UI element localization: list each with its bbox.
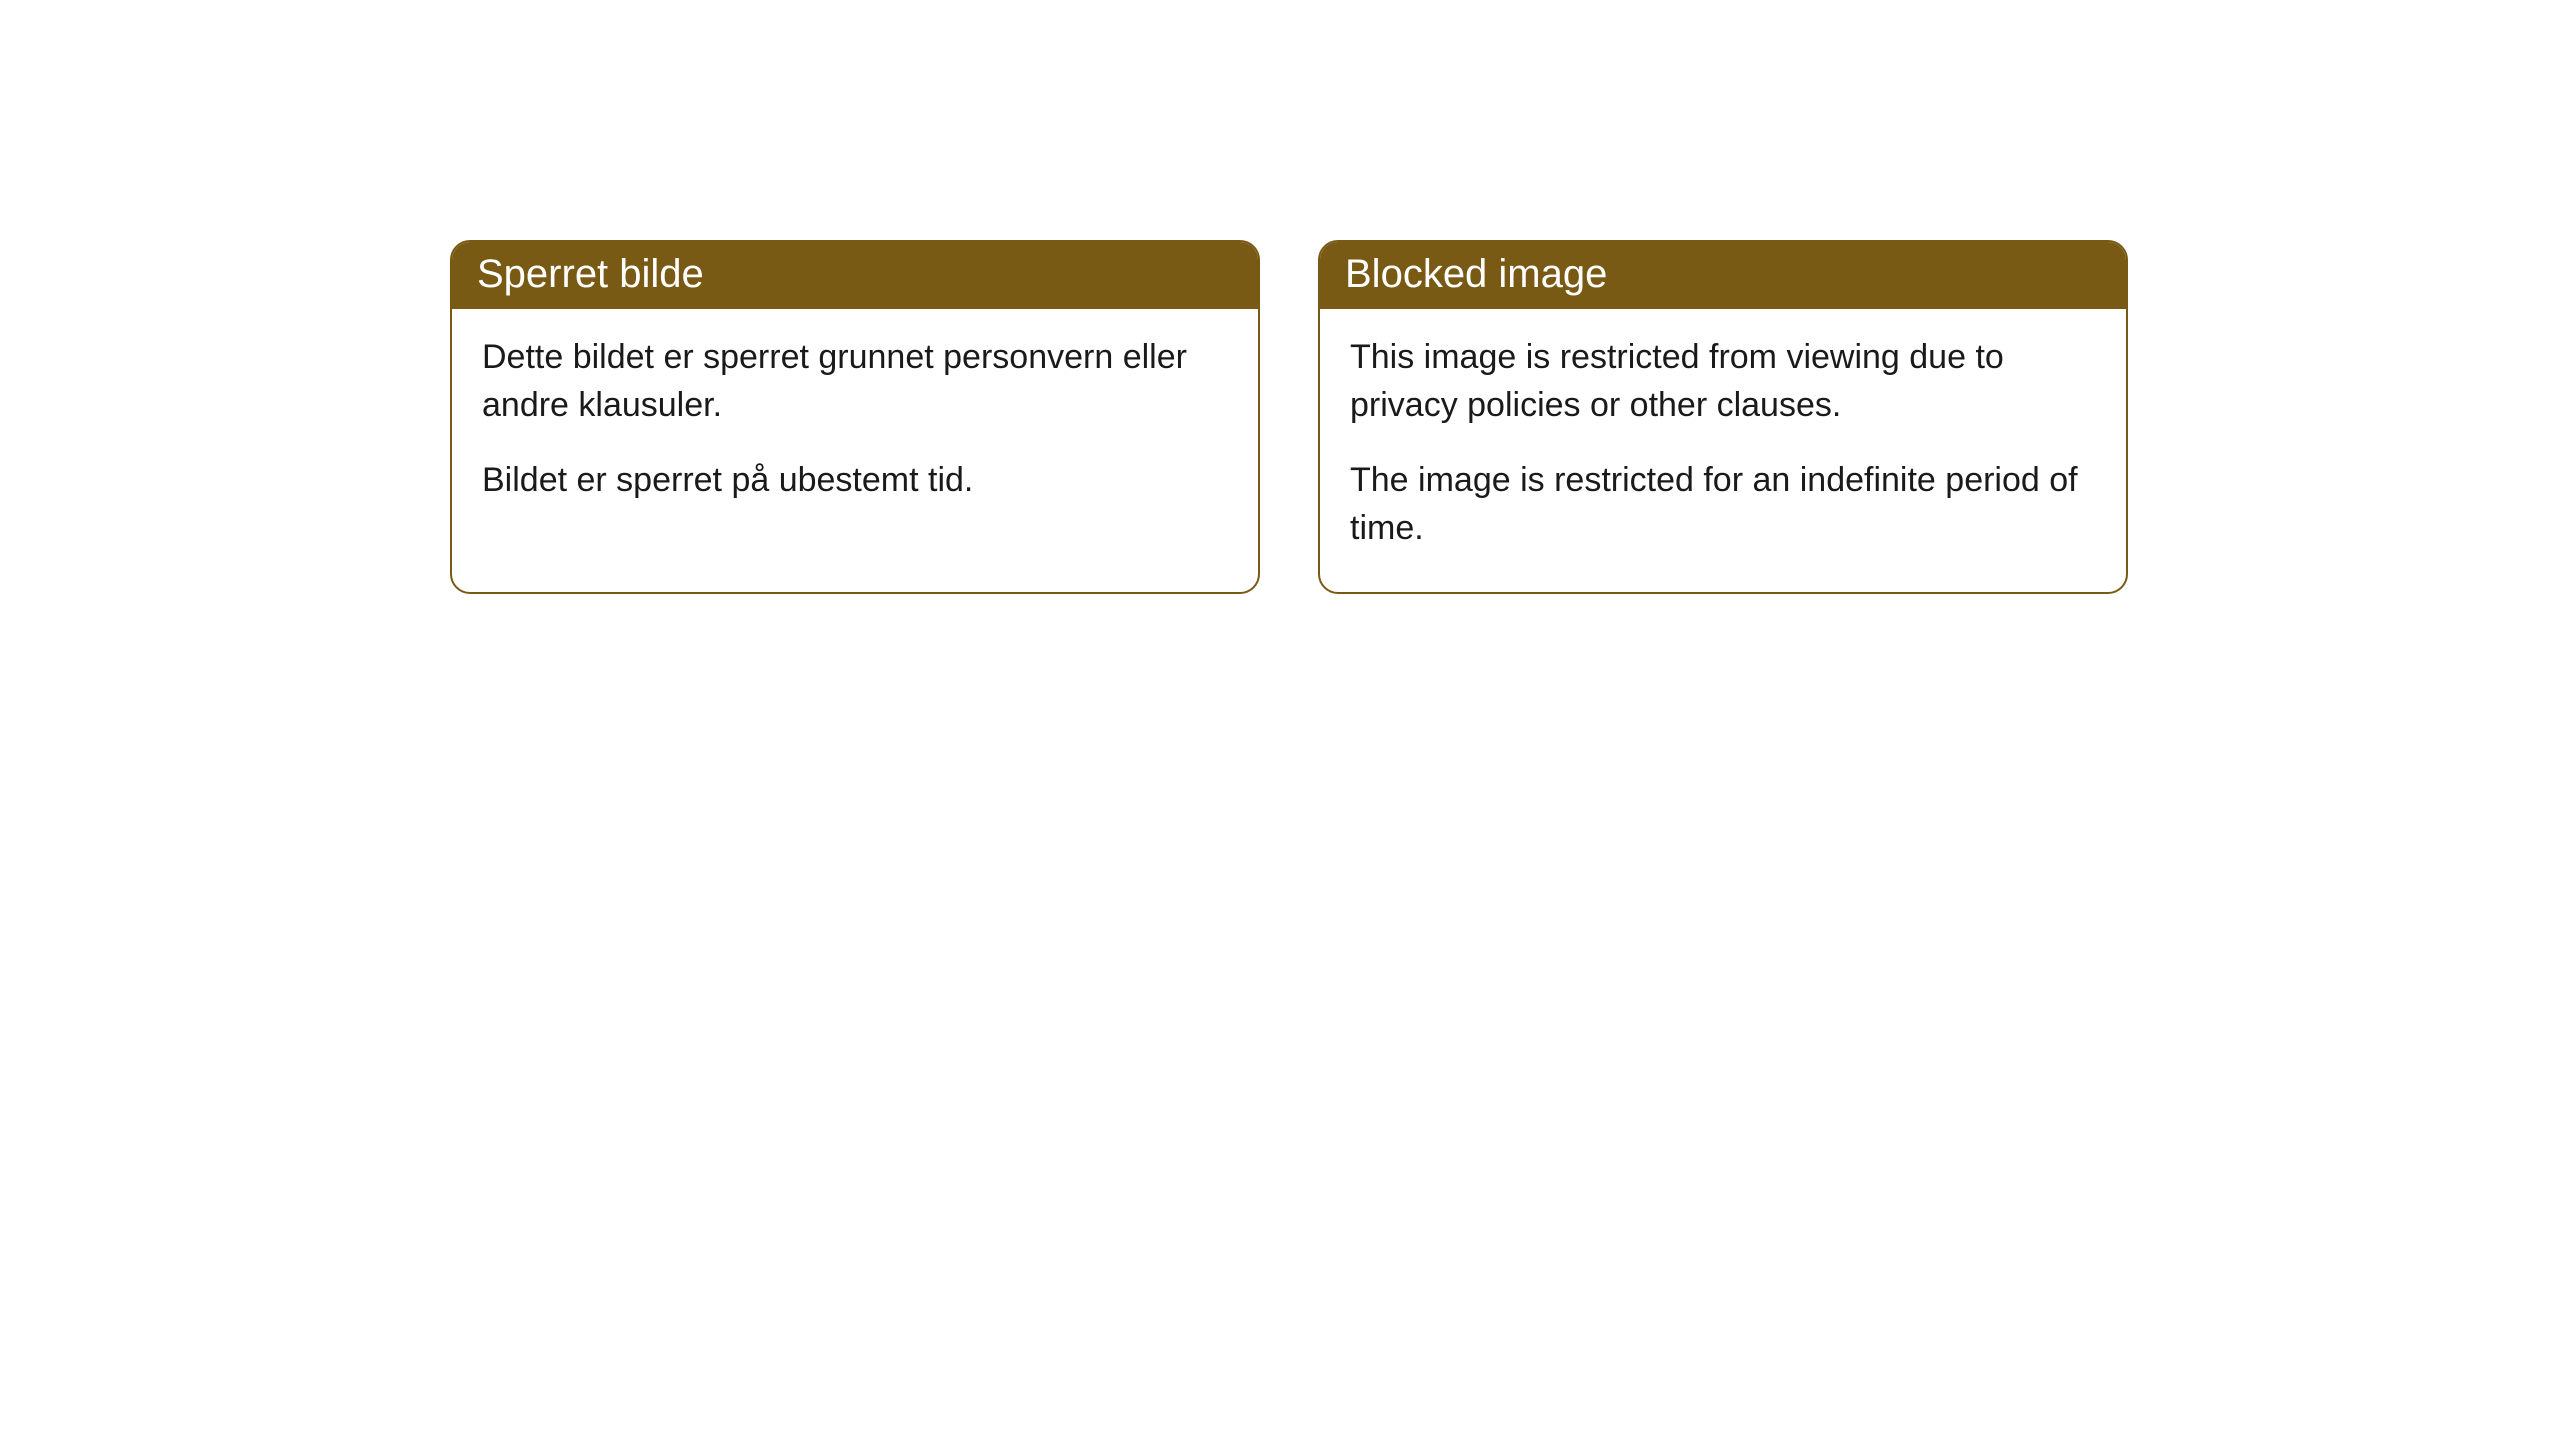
card-header-en: Blocked image — [1320, 242, 2126, 309]
notice-container: Sperret bilde Dette bildet er sperret gr… — [450, 240, 2128, 594]
card-text-1-en: This image is restricted from viewing du… — [1350, 334, 2096, 429]
card-text-2-en: The image is restricted for an indefinit… — [1350, 457, 2096, 552]
card-title-en: Blocked image — [1345, 252, 1607, 296]
card-title-no: Sperret bilde — [477, 252, 704, 296]
blocked-image-card-en: Blocked image This image is restricted f… — [1318, 240, 2128, 594]
card-body-en: This image is restricted from viewing du… — [1320, 309, 2126, 592]
card-header-no: Sperret bilde — [452, 242, 1258, 309]
card-body-no: Dette bildet er sperret grunnet personve… — [452, 309, 1258, 545]
card-text-2-no: Bildet er sperret på ubestemt tid. — [482, 457, 1228, 505]
card-text-1-no: Dette bildet er sperret grunnet personve… — [482, 334, 1228, 429]
blocked-image-card-no: Sperret bilde Dette bildet er sperret gr… — [450, 240, 1260, 594]
